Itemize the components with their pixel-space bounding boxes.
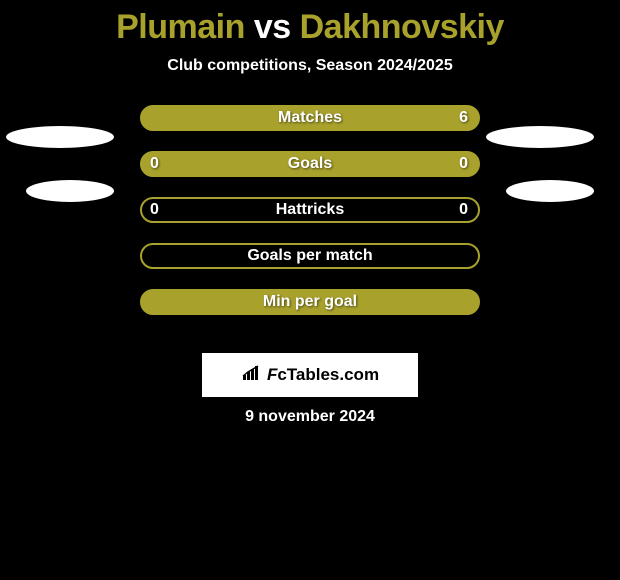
stat-bar	[140, 105, 480, 131]
stat-bar	[140, 289, 480, 315]
stat-row: Goals per match	[0, 243, 620, 289]
logo-text: FcTables.com	[267, 365, 379, 385]
stat-value-left: 0	[150, 197, 159, 223]
stat-bar	[140, 151, 480, 177]
stat-row: Hattricks00	[0, 197, 620, 243]
stat-value-left: 0	[150, 151, 159, 177]
decorative-ellipse	[506, 180, 594, 202]
subtitle: Club competitions, Season 2024/2025	[0, 57, 620, 75]
stat-value-right: 6	[459, 105, 468, 131]
stat-value-right: 0	[459, 197, 468, 223]
title-vs: vs	[254, 8, 291, 46]
comparison-infographic: Plumain vs Dakhnovskiy Club competitions…	[0, 0, 620, 580]
date-label: 9 november 2024	[0, 408, 620, 426]
fctables-logo: FcTables.com	[202, 353, 418, 397]
decorative-ellipse	[6, 126, 114, 148]
stat-bar	[140, 197, 480, 223]
stat-bar	[140, 243, 480, 269]
title-player2: Dakhnovskiy	[300, 8, 504, 46]
decorative-ellipse	[26, 180, 114, 202]
title-player1: Plumain	[116, 8, 245, 46]
page-title: Plumain vs Dakhnovskiy	[0, 0, 620, 47]
decorative-ellipse	[486, 126, 594, 148]
chart-icon	[241, 364, 263, 387]
stat-row: Min per goal	[0, 289, 620, 335]
stat-value-right: 0	[459, 151, 468, 177]
